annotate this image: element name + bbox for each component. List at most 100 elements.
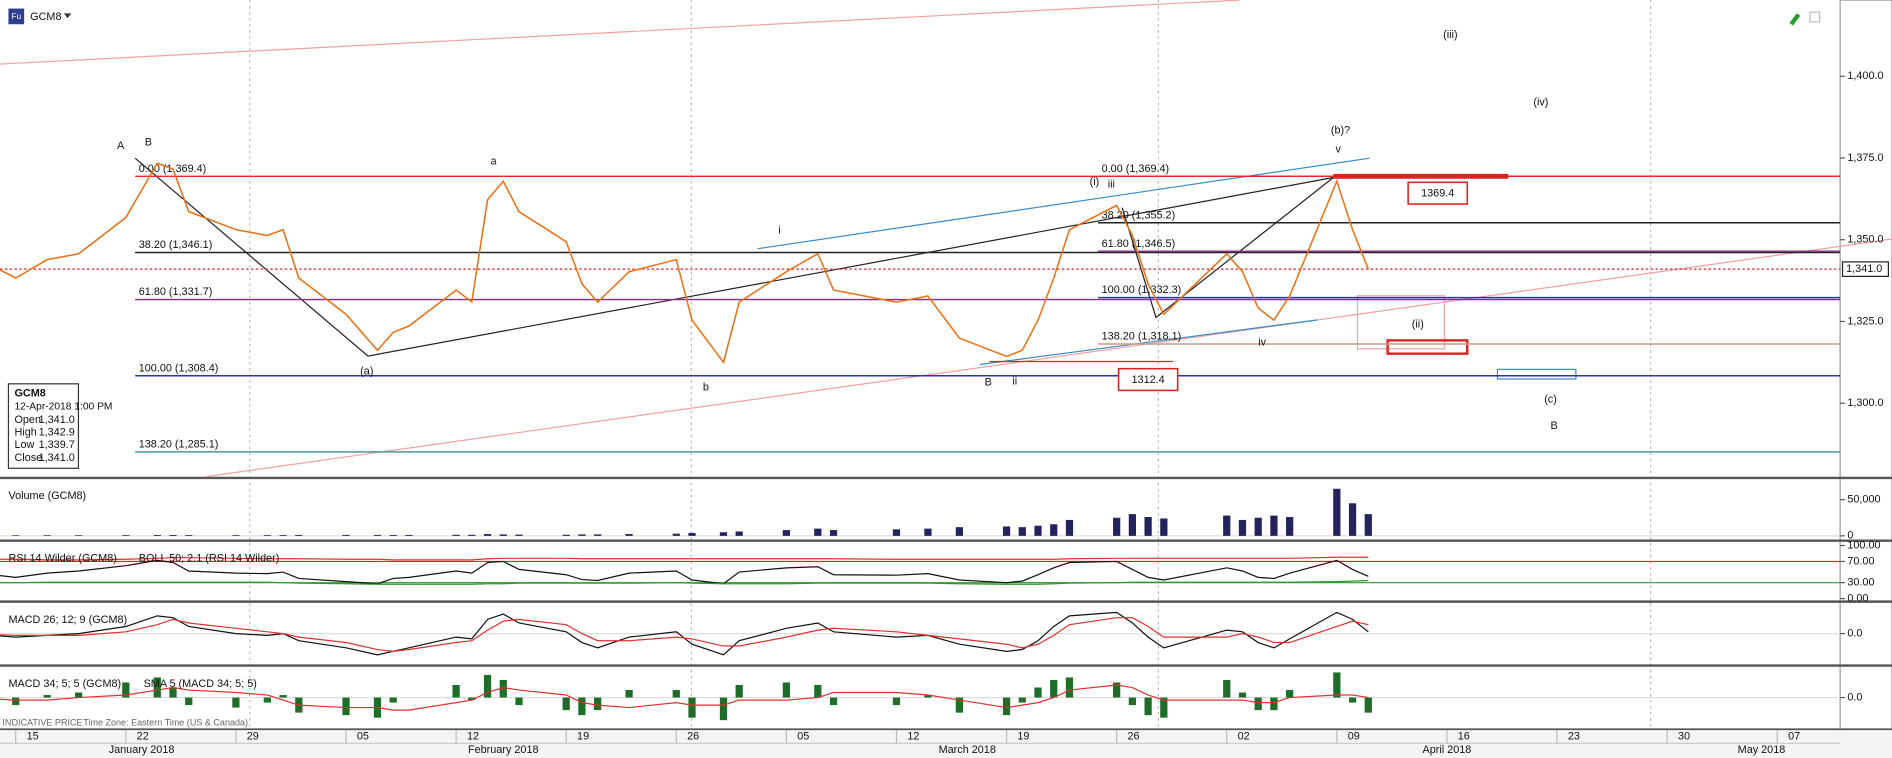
volume-bar xyxy=(122,535,130,536)
fib-label: 100.00 (1,308.4) xyxy=(139,362,219,374)
volume-bar xyxy=(452,534,460,536)
wave-label: (c) xyxy=(1544,393,1557,405)
volume-bar xyxy=(735,531,743,536)
volume-bar xyxy=(955,527,963,536)
histogram-bar xyxy=(892,697,901,706)
symbol-icon[interactable] xyxy=(8,8,25,25)
channel-line xyxy=(205,238,1892,478)
wave-label: iii xyxy=(1108,179,1115,191)
band-line xyxy=(0,579,1369,585)
dropdown-arrow[interactable] xyxy=(63,13,72,19)
fib-label: 38.20 (1,355.2) xyxy=(1102,209,1176,221)
fib-label: 138.20 (1,285.1) xyxy=(139,439,219,451)
x-month-label: March 2018 xyxy=(939,744,996,756)
wave-label: (b)? xyxy=(1331,124,1350,136)
volume-bar xyxy=(169,534,177,536)
volume-bar xyxy=(688,532,696,536)
x-month-label: May 2018 xyxy=(1738,744,1786,756)
level-box-label: 1312.4 xyxy=(1132,374,1165,386)
histogram-bar xyxy=(578,697,586,716)
x-tick-label: 19 xyxy=(1017,731,1029,743)
y-tick-label: 1,300.0 xyxy=(1847,397,1883,409)
wave-label: (iv) xyxy=(1533,97,1548,109)
volume-bar xyxy=(594,534,602,536)
histogram-bar xyxy=(452,684,460,698)
panel-dividers xyxy=(0,476,1892,731)
y-tick-label: 0 xyxy=(1847,530,1853,542)
volume-bar xyxy=(483,534,492,536)
histogram-bar xyxy=(829,697,838,706)
x-tick-label: 30 xyxy=(1678,731,1690,743)
histogram-bar xyxy=(1223,679,1231,698)
y-tick-label: 30.00 xyxy=(1847,577,1874,589)
volume-bar xyxy=(12,535,20,536)
histogram-bar xyxy=(499,679,507,698)
volume-bar xyxy=(1286,517,1294,536)
y-tick-label: 50,000 xyxy=(1847,494,1880,506)
histogram-bar xyxy=(1065,677,1074,698)
histogram-bar xyxy=(1348,697,1357,703)
fib-label: 0.00 (1,369.4) xyxy=(1102,163,1170,175)
histogram-bar xyxy=(515,697,523,706)
histogram-bar xyxy=(562,697,570,711)
wave-label: i xyxy=(778,224,780,236)
volume-bar xyxy=(814,528,822,536)
histogram-bar xyxy=(672,690,680,698)
x-month-label: February 2018 xyxy=(468,744,539,756)
volume-bar xyxy=(1065,519,1074,536)
histogram-bar xyxy=(75,692,83,698)
volume-bar xyxy=(1223,515,1231,536)
wave-label: b xyxy=(703,381,709,393)
window-button[interactable] xyxy=(1809,11,1821,23)
histogram-bar xyxy=(735,684,743,698)
fib-label: 100.00 (1,332.3) xyxy=(1102,284,1182,296)
volume-bar xyxy=(1018,527,1026,536)
volume-bar xyxy=(625,534,633,536)
fib-label: 61.80 (1,346.5) xyxy=(1102,238,1176,250)
volume-bar xyxy=(153,534,161,536)
panel-title: Volume (GCM8) xyxy=(8,490,86,502)
indicator-line xyxy=(0,556,1369,561)
histogram-bar xyxy=(782,682,790,698)
x-tick-label: 26 xyxy=(687,731,699,743)
histogram-bar xyxy=(122,682,130,698)
wave-label: a xyxy=(490,156,497,168)
fib-label: 61.80 (1,331.7) xyxy=(139,286,213,298)
wave-label: v xyxy=(1335,144,1341,156)
x-tick-label: 05 xyxy=(357,731,369,743)
histogram-bar xyxy=(1002,697,1011,716)
volume-bar xyxy=(279,535,287,536)
info-key: Low xyxy=(14,439,34,451)
histogram-bar xyxy=(1364,697,1372,713)
histogram-bar xyxy=(1238,692,1247,698)
level-box-label: 1369.4 xyxy=(1421,188,1454,200)
volume-bar xyxy=(1050,524,1058,536)
y-tick-label: 0.00 xyxy=(1847,592,1868,604)
wave-line xyxy=(1121,177,1334,319)
volume-bar xyxy=(1254,517,1262,536)
x-tick-label: 29 xyxy=(247,731,259,743)
histogram-bar xyxy=(1050,679,1058,698)
volume-bar xyxy=(782,530,790,536)
tool-icon[interactable] xyxy=(1789,13,1801,26)
histogram-bar xyxy=(1160,697,1168,718)
volume-bar xyxy=(1364,514,1372,536)
histogram-bar xyxy=(1286,690,1294,698)
x-tick-label: 23 xyxy=(1568,731,1580,743)
level-box xyxy=(1407,181,1469,205)
x-tick-label: 26 xyxy=(1128,731,1140,743)
histogram-bar xyxy=(279,695,287,698)
wave-label: (a) xyxy=(360,366,373,378)
legend-entry: BOLL 50; 2.1 (RSI 14 Wilder) xyxy=(139,553,280,565)
histogram-bar xyxy=(955,697,963,713)
symbol-title[interactable]: GCM8 xyxy=(30,11,61,23)
histogram-bar xyxy=(1254,697,1262,711)
volume-bar xyxy=(1348,503,1357,536)
info-box xyxy=(7,383,80,469)
histogram-bar xyxy=(1144,697,1152,716)
volume-bar xyxy=(672,533,680,536)
volume-bar xyxy=(389,534,397,536)
histogram-bar xyxy=(688,697,696,718)
wave-label: B xyxy=(985,376,992,388)
